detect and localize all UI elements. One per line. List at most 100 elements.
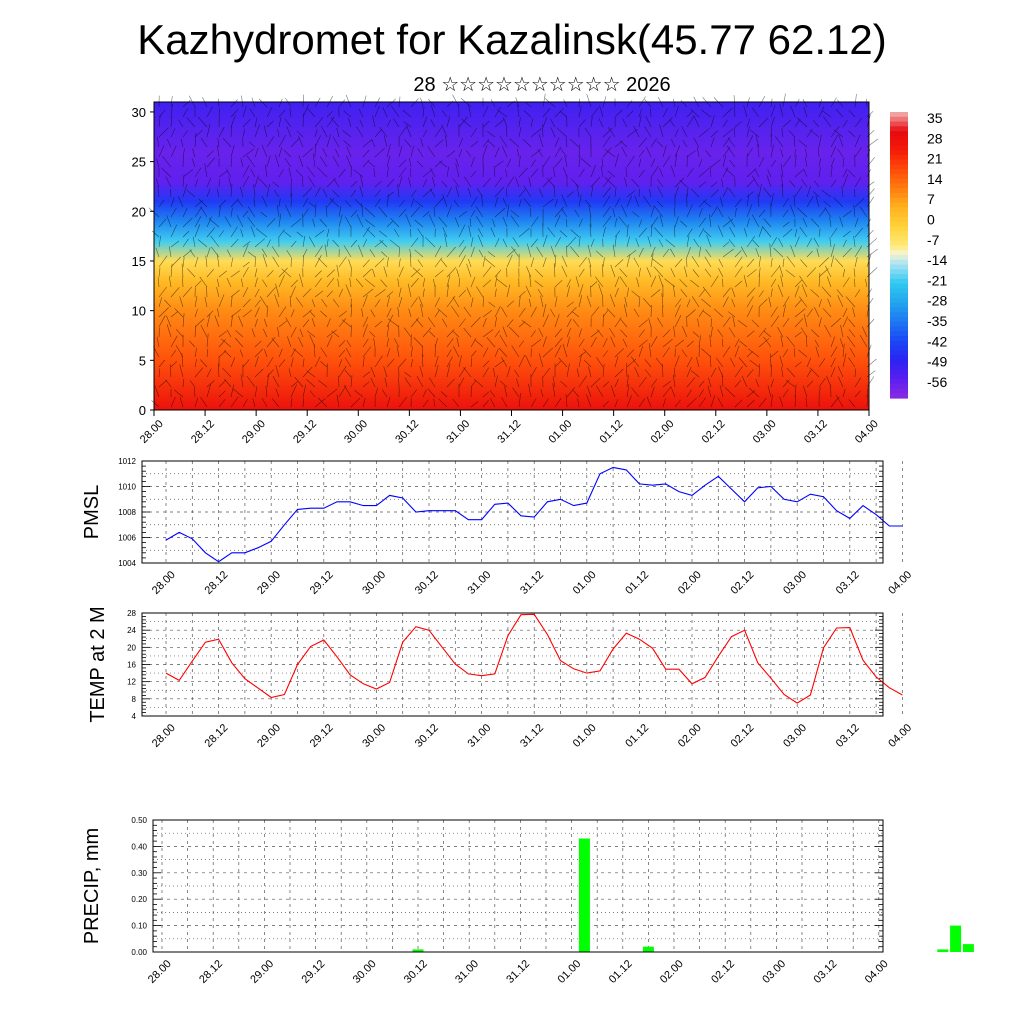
- wind-barb: [192, 148, 196, 158]
- wind-barb: [734, 250, 742, 258]
- wind-barb: [168, 276, 172, 288]
- wind-barb: [170, 207, 177, 218]
- wind-barb: [542, 198, 554, 208]
- colorbar-segment: [890, 269, 908, 275]
- x-tick-label: 28.00: [150, 569, 178, 597]
- wind-barb: [362, 226, 370, 238]
- wind-barb: [278, 306, 287, 318]
- wind-barb: [650, 158, 656, 168]
- wind-barb: [780, 174, 784, 188]
- wind-barb: [842, 343, 845, 358]
- wind-barb: [290, 240, 297, 248]
- x-tick-label: 03.12: [834, 722, 862, 750]
- wind-barb: [286, 126, 292, 138]
- wind-barb: [170, 128, 176, 138]
- wind-barb: [230, 99, 238, 108]
- wind-barb: [271, 246, 280, 258]
- colorbar-segment: [890, 336, 908, 342]
- wind-barb: [345, 94, 352, 108]
- wind-barb: [561, 265, 568, 278]
- wind-barb: [830, 146, 836, 158]
- wind-barb: [604, 149, 616, 158]
- colorbar-segment: [890, 340, 908, 347]
- y-tick-label: 1008: [118, 508, 136, 517]
- wind-barb: [410, 389, 418, 398]
- wind-barb: [779, 264, 784, 278]
- wind-barb: [422, 327, 432, 338]
- wind-barb: [438, 398, 448, 408]
- wind-barb: [854, 390, 861, 398]
- wind-barb: [468, 225, 472, 238]
- wind-barb: [566, 236, 577, 248]
- wind-barb: [818, 273, 821, 288]
- colorbar-segment: [890, 293, 908, 299]
- wind-barb: [346, 339, 352, 348]
- wind-barb: [728, 311, 736, 318]
- wind-barb: [743, 228, 748, 238]
- colorbar-segment: [890, 321, 908, 328]
- wind-barb: [698, 335, 701, 348]
- wind-barb: [697, 318, 700, 328]
- wind-barb: [866, 297, 874, 308]
- colorbar-segment: [890, 226, 908, 232]
- wind-barb: [674, 355, 680, 368]
- wind-barb: [813, 180, 820, 188]
- wind-barb: [866, 370, 876, 378]
- wind-barb: [550, 127, 556, 138]
- wind-barb: [631, 387, 640, 398]
- wind-barb: [644, 359, 652, 368]
- wind-barb: [272, 256, 280, 268]
- wind-barb: [727, 137, 736, 148]
- wind-barb: [545, 98, 556, 108]
- y-axis-title: TEMP at 2 M: [87, 606, 109, 722]
- wind-barb: [746, 168, 757, 178]
- wind-barb: [476, 188, 484, 198]
- wind-barb: [290, 177, 293, 188]
- wind-barb: [158, 109, 166, 118]
- wind-barb: [335, 149, 340, 158]
- wind-barb: [698, 167, 710, 178]
- wind-barb: [779, 103, 784, 118]
- wind-barb: [721, 338, 724, 348]
- wind-barb: [278, 320, 288, 328]
- wind-barb: [746, 269, 757, 278]
- wind-barb: [487, 130, 496, 138]
- wind-barb: [166, 215, 172, 228]
- wind-barb: [848, 318, 856, 328]
- wind-barb: [470, 237, 474, 248]
- wind-barb: [510, 215, 520, 228]
- wind-barb: [722, 155, 727, 168]
- wind-barb: [398, 125, 408, 138]
- wind-barb: [722, 119, 728, 128]
- wind-barb: [321, 299, 328, 308]
- wind-barb: [298, 336, 304, 348]
- wind-barb: [354, 389, 364, 398]
- wind-barb: [619, 268, 628, 278]
- wind-barb: [512, 387, 520, 398]
- wind-barb: [502, 216, 508, 228]
- wind-barb: [188, 95, 196, 108]
- wind-barb: [374, 129, 382, 138]
- wind-barb: [651, 258, 664, 268]
- colorbar-segment: [890, 221, 908, 227]
- wind-barb: [404, 139, 412, 148]
- wind-barb: [362, 346, 372, 358]
- wind-barb: [241, 95, 244, 108]
- wind-barb: [563, 167, 568, 178]
- wind-barb: [528, 177, 532, 188]
- wind-barb: [386, 324, 390, 338]
- wind-barb: [842, 353, 847, 368]
- colorbar-segment: [890, 207, 908, 213]
- wind-barb: [755, 379, 760, 388]
- wind-barb: [770, 258, 773, 268]
- y-tick-label: 0.10: [131, 922, 147, 931]
- wind-barb: [237, 199, 244, 208]
- wind-barb: [158, 115, 161, 128]
- x-tick-label: 01.12: [623, 722, 651, 750]
- wind-barb: [314, 129, 318, 138]
- wind-barb: [707, 385, 712, 398]
- wind-barb: [206, 106, 213, 118]
- wind-barb: [441, 180, 448, 188]
- wind-barb: [345, 284, 352, 298]
- wind-barb: [550, 118, 556, 128]
